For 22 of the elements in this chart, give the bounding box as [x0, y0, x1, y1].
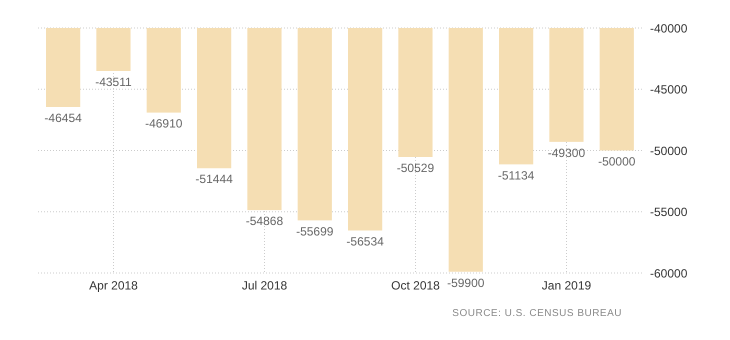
y-tick-label: -60000 — [650, 266, 688, 280]
data-label: -49300 — [548, 146, 586, 160]
x-tick-label: Apr 2018 — [89, 278, 138, 293]
y-tick-label: -55000 — [650, 205, 688, 220]
data-label: -56534 — [346, 234, 384, 249]
data-label: -50529 — [396, 160, 434, 175]
data-label: -59900 — [447, 276, 485, 290]
source-note: SOURCE: U.S. CENSUS BUREAU — [451, 308, 623, 319]
data-label: -46910 — [145, 116, 183, 131]
x-tick-label: Jan 2019 — [542, 278, 592, 293]
data-label: -55699 — [296, 224, 334, 238]
x-tick-label: Jul 2018 — [242, 278, 288, 293]
data-label: -46454 — [44, 111, 82, 126]
x-tick-label: Oct 2018 — [391, 278, 440, 293]
data-label: -51134 — [498, 168, 535, 182]
data-label: -51444 — [195, 172, 234, 186]
data-label: -54868 — [246, 214, 284, 228]
y-tick-label: -50000 — [650, 144, 688, 158]
data-label: -50000 — [598, 154, 636, 168]
y-tick-label: -40000 — [650, 21, 688, 36]
y-tick-label: -45000 — [650, 82, 688, 97]
data-label: -43511 — [95, 75, 132, 90]
